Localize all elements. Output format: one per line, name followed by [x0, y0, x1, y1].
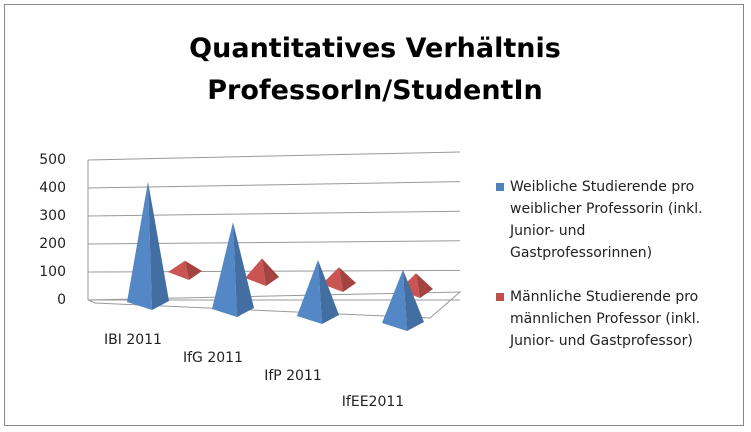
y-tick-label: 500 [39, 152, 66, 168]
legend-entry: Männliche Studierende pro männlichen Pro… [496, 286, 725, 352]
x-tick-label: IfEE2011 [342, 394, 404, 410]
pyramid [168, 260, 202, 280]
legend-swatch [496, 183, 504, 191]
pyramid-face [403, 269, 424, 331]
pyramid [245, 258, 279, 286]
y-tick-label: 0 [57, 292, 66, 308]
grid-line [87, 181, 461, 189]
x-tick-label: IfG 2011 [183, 350, 243, 366]
pyramid-face [185, 260, 202, 280]
y-tick-label: 100 [39, 264, 66, 280]
pyramid-face [339, 267, 356, 292]
x-tick-label: IfP 2011 [264, 368, 322, 384]
pyramid-face [127, 181, 152, 310]
floor [87, 291, 462, 319]
pyramid-face [297, 260, 322, 324]
chart-frame [4, 4, 744, 426]
legend-swatch [496, 293, 504, 301]
pyramid-face [262, 258, 279, 286]
pyramid [382, 269, 424, 331]
grid-line [87, 151, 461, 161]
chart-title: Quantitatives Verhältnis ProfessorIn/Stu… [189, 33, 561, 106]
legend-label: Männliche Studierende pro männlichen Pro… [510, 289, 701, 349]
pyramid-face [168, 260, 189, 280]
pyramid [212, 222, 254, 317]
pyramid [127, 181, 169, 310]
pyramid-face [416, 273, 433, 298]
pyramid-face [245, 258, 266, 286]
x-tick-label: IBI 2011 [104, 332, 162, 348]
pyramid-face [148, 181, 169, 310]
legend-label: Weibliche Studierende pro weiblicher Pro… [510, 179, 703, 261]
pyramid-face [382, 269, 407, 331]
y-tick-label: 200 [39, 236, 66, 252]
pyramid-face [233, 222, 254, 317]
pyramid-face [318, 260, 339, 324]
legend-entry: Weibliche Studierende pro weiblicher Pro… [496, 176, 725, 264]
pyramid-face [212, 222, 237, 317]
pyramid [297, 260, 339, 324]
y-tick-label: 400 [39, 180, 66, 196]
y-tick-label: 300 [39, 208, 66, 224]
